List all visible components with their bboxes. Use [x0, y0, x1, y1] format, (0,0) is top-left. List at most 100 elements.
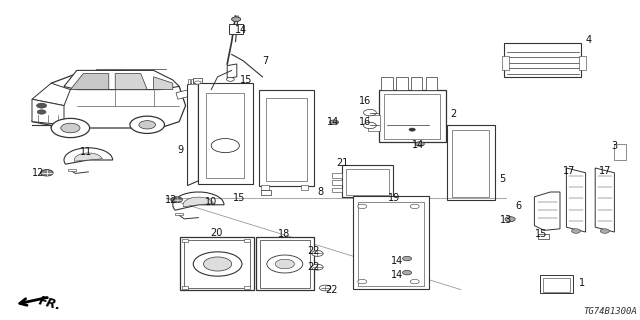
Text: 3: 3 [611, 140, 618, 151]
Polygon shape [32, 70, 186, 128]
Bar [379, 90, 446, 142]
Bar [260, 240, 310, 288]
Text: 22: 22 [307, 262, 320, 272]
Text: 16: 16 [359, 116, 372, 127]
Circle shape [409, 128, 415, 131]
Bar [244, 239, 250, 242]
Circle shape [358, 204, 367, 209]
Bar [452, 130, 489, 197]
Bar [540, 275, 573, 293]
Circle shape [40, 170, 53, 176]
Bar [194, 79, 196, 84]
Text: 15: 15 [233, 193, 246, 204]
Text: 14: 14 [390, 256, 403, 266]
Text: 12: 12 [32, 168, 45, 178]
Text: FR.: FR. [37, 295, 63, 313]
Bar [332, 188, 342, 192]
Circle shape [358, 279, 367, 284]
Bar [180, 237, 254, 290]
Polygon shape [188, 82, 198, 186]
Circle shape [403, 270, 412, 275]
Circle shape [130, 116, 164, 133]
Wedge shape [173, 192, 224, 210]
Text: 6: 6 [515, 201, 522, 212]
Bar [193, 78, 202, 83]
Circle shape [415, 142, 424, 146]
Circle shape [227, 77, 234, 81]
Wedge shape [183, 197, 214, 207]
Text: 12: 12 [165, 195, 178, 205]
Bar [332, 173, 342, 178]
Bar [368, 115, 380, 131]
Bar [244, 286, 250, 289]
Wedge shape [74, 153, 102, 161]
Circle shape [51, 118, 90, 138]
Circle shape [600, 229, 609, 233]
Circle shape [211, 139, 239, 153]
Bar [266, 98, 307, 181]
Bar [504, 43, 581, 77]
Circle shape [410, 279, 419, 284]
Text: 18: 18 [278, 228, 291, 239]
Bar [68, 169, 76, 171]
Bar [579, 56, 586, 70]
Text: 20: 20 [210, 228, 223, 238]
Text: 14: 14 [412, 140, 425, 150]
Circle shape [403, 256, 412, 261]
Bar [384, 94, 440, 139]
Polygon shape [566, 168, 586, 232]
Bar [184, 240, 250, 288]
Circle shape [572, 229, 580, 233]
Text: 11: 11 [80, 147, 93, 157]
Text: 8: 8 [317, 187, 323, 197]
Circle shape [319, 285, 331, 291]
Text: 19: 19 [387, 193, 400, 204]
Bar [358, 202, 424, 286]
Polygon shape [115, 74, 147, 90]
Text: 4: 4 [586, 35, 592, 45]
Text: 2: 2 [450, 108, 456, 119]
Circle shape [267, 255, 303, 273]
Text: 15: 15 [535, 228, 548, 239]
Text: 1: 1 [579, 278, 586, 288]
Text: 17: 17 [563, 166, 576, 176]
Circle shape [232, 17, 241, 21]
Text: 13: 13 [499, 215, 512, 225]
Circle shape [410, 204, 419, 209]
Polygon shape [32, 83, 70, 106]
Bar [229, 24, 243, 34]
Bar [411, 77, 422, 90]
Bar [342, 165, 393, 197]
Bar [261, 185, 269, 190]
Text: 15: 15 [239, 75, 252, 85]
Text: 14: 14 [234, 25, 247, 36]
Text: 5: 5 [499, 174, 506, 184]
Bar [261, 190, 271, 195]
Circle shape [193, 252, 242, 276]
Bar [353, 196, 429, 289]
Wedge shape [64, 148, 113, 164]
Text: TG74B1300A: TG74B1300A [583, 307, 637, 316]
Circle shape [505, 217, 515, 222]
Circle shape [204, 257, 232, 271]
Bar [426, 77, 437, 90]
Text: 7: 7 [262, 56, 269, 66]
Circle shape [195, 81, 201, 84]
Bar [543, 278, 570, 292]
Circle shape [312, 251, 323, 256]
Circle shape [232, 17, 241, 21]
Circle shape [139, 121, 156, 129]
Bar [396, 77, 408, 90]
Bar [256, 237, 314, 290]
Polygon shape [64, 70, 179, 90]
Bar [188, 79, 190, 84]
Bar [191, 79, 193, 84]
Circle shape [171, 197, 182, 203]
Bar [332, 180, 342, 185]
Bar [175, 213, 183, 215]
Bar [502, 56, 509, 70]
Polygon shape [32, 99, 64, 125]
Circle shape [275, 259, 294, 269]
Text: 17: 17 [598, 166, 611, 176]
Polygon shape [70, 74, 109, 90]
